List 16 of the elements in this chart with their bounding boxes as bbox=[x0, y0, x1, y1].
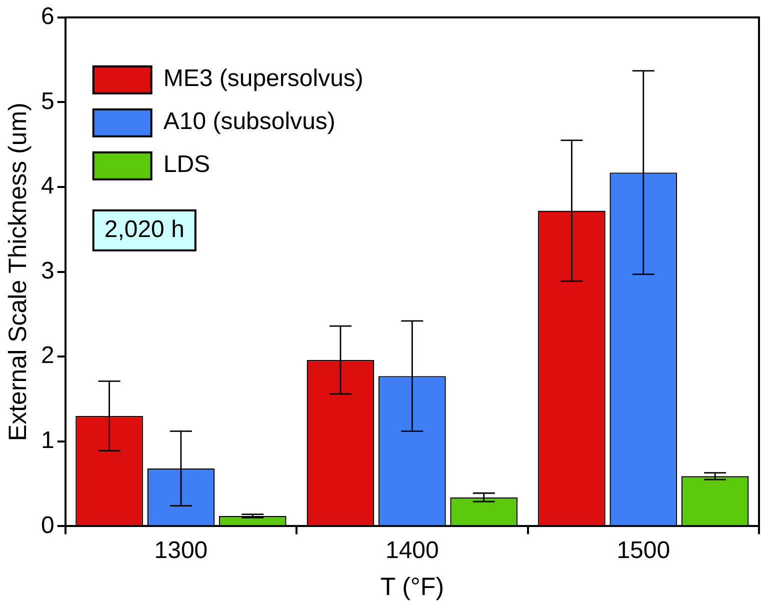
legend-label: ME3 (supersolvus) bbox=[163, 65, 364, 92]
y-tick-label: 1 bbox=[40, 427, 54, 454]
y-tick-label: 0 bbox=[40, 512, 54, 539]
y-tick-label: 4 bbox=[40, 172, 54, 200]
y-tick-label: 6 bbox=[40, 3, 54, 30]
y-axis-title: External Scale Thickness (um) bbox=[4, 102, 32, 442]
x-tick-label: 1300 bbox=[154, 537, 208, 564]
x-tick-label: 1500 bbox=[616, 537, 670, 564]
y-tick-label: 3 bbox=[40, 257, 54, 284]
legend-label: A10 (subsolvus) bbox=[163, 108, 336, 136]
y-tick-label: 5 bbox=[40, 88, 54, 115]
x-tick-label: 1400 bbox=[385, 537, 439, 564]
legend-label: LDS bbox=[163, 151, 210, 178]
x-axis-title: T (°F) bbox=[380, 572, 444, 601]
annotation: 2,020 h bbox=[104, 216, 184, 244]
y-tick-label: 2 bbox=[40, 342, 54, 370]
